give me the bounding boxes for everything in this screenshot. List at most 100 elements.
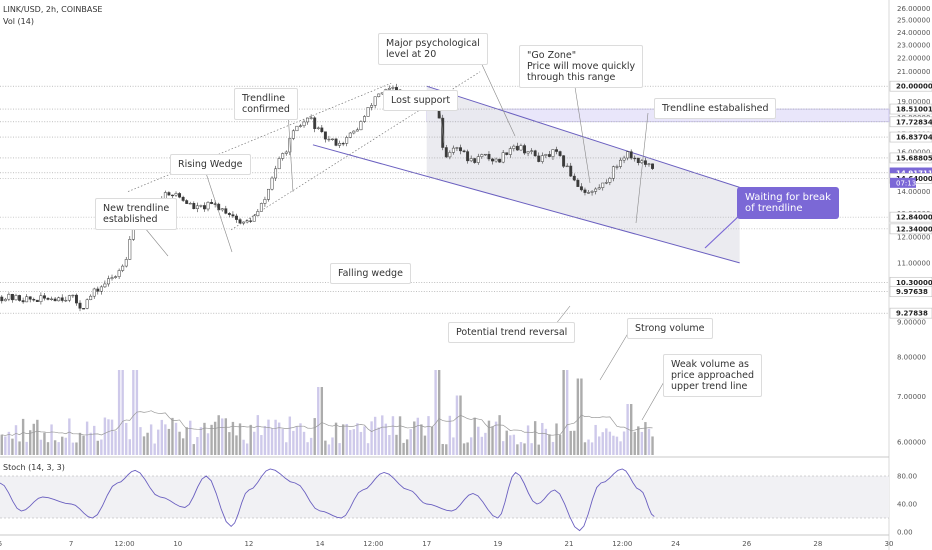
candle-body — [295, 125, 299, 132]
price-tick-label: 8.00000 — [897, 353, 926, 361]
candle-body — [75, 294, 78, 304]
volume-bar — [398, 416, 402, 455]
price-tick-label: 14.00000 — [897, 188, 930, 196]
price-tick-label: 9.00000 — [897, 319, 926, 327]
candle-body — [523, 145, 526, 154]
volume-bar — [224, 418, 228, 455]
volume-bar — [231, 421, 235, 455]
candle-body — [387, 87, 391, 90]
candle-body — [306, 117, 310, 123]
volume-bar — [288, 416, 292, 455]
time-tick-label: 12:00 — [363, 540, 383, 548]
volume-bar — [338, 443, 341, 455]
volume-bar — [533, 421, 537, 455]
volume-bar — [270, 428, 274, 455]
volume-bar — [46, 442, 50, 455]
candle-body — [480, 154, 484, 157]
volume-bar — [302, 431, 306, 455]
candle-body — [43, 295, 46, 299]
volume-bar — [110, 419, 114, 455]
level-label: 18.51001 — [896, 106, 932, 114]
candle-body — [519, 145, 523, 151]
candle-body — [263, 199, 267, 204]
level-label: 16.83704 — [896, 134, 932, 142]
candle-body — [203, 205, 206, 210]
candle-body — [0, 296, 4, 302]
candle-body — [206, 202, 210, 210]
volume-bar — [149, 424, 153, 455]
level-label-box — [889, 223, 932, 235]
candle-body — [35, 299, 39, 302]
candle-body — [537, 155, 541, 162]
level-label-box — [889, 116, 932, 128]
volume-bar — [445, 444, 448, 455]
volume-bar — [64, 437, 67, 455]
candle-body — [245, 220, 249, 223]
volume-bar — [537, 444, 540, 455]
volume-bar — [107, 419, 110, 455]
volume-bar — [469, 437, 473, 455]
candle-body — [291, 130, 295, 139]
candle-body — [238, 219, 242, 224]
candle-body — [252, 215, 256, 222]
candle-body — [526, 151, 530, 154]
annotation-strong-volume: Strong volume — [627, 318, 713, 339]
candle-body — [622, 157, 626, 161]
candle-body — [338, 142, 342, 146]
candle-body — [185, 200, 189, 204]
candle-body — [530, 150, 534, 152]
volume-bar — [245, 443, 249, 455]
candle-body — [235, 215, 238, 220]
volume-bar — [548, 434, 551, 455]
candle-body — [110, 277, 114, 279]
volume-bar — [498, 415, 501, 455]
volume-bar — [430, 426, 434, 455]
level-label: 15.68805 — [896, 154, 932, 162]
volume-bar — [370, 421, 373, 455]
volume-bar — [242, 439, 245, 455]
annotation-go-zone: "Go Zone" Price will move quickly throug… — [519, 45, 644, 88]
candle-body — [60, 297, 64, 301]
price-tick-label: 24.00000 — [897, 29, 930, 37]
candle-body — [569, 165, 573, 177]
annotation-leader-line — [599, 329, 631, 381]
volume-bar — [57, 442, 60, 455]
volume-bar — [622, 431, 626, 455]
candle-body — [46, 298, 50, 300]
annotation-new-trendline: New trendline established — [95, 198, 178, 230]
candle-body — [491, 158, 494, 162]
volume-bar — [473, 417, 476, 455]
volume-bar — [178, 431, 181, 455]
candle-body — [82, 308, 86, 310]
annotation-trendline-established: Trendline estabalished — [654, 98, 777, 119]
annotation-leader-line — [439, 109, 445, 144]
candle-body — [597, 187, 601, 190]
candle-body — [608, 177, 612, 183]
candle-body — [117, 270, 121, 277]
price-tick-label: 22.00000 — [897, 54, 930, 62]
candle-body — [174, 193, 178, 196]
level-label: 20.00000 — [896, 83, 932, 91]
level-label: 9.27838 — [896, 310, 928, 318]
level-label: 10.30000 — [896, 279, 932, 287]
candle-body — [124, 259, 128, 267]
candle-body — [512, 145, 516, 149]
volume-bar — [89, 432, 92, 455]
candle-body — [572, 175, 576, 181]
volume-bar — [96, 440, 99, 455]
symbol-title: LINK/USD, 2h, COINBASE — [3, 5, 103, 14]
volume-bar — [345, 423, 348, 455]
volume-bar — [494, 421, 498, 455]
volume-bar — [437, 370, 441, 455]
volume-bar — [93, 425, 96, 455]
annotation-leader-line — [204, 169, 233, 253]
candle-body — [363, 116, 366, 122]
countdown-box — [890, 177, 916, 188]
candle-body — [540, 155, 544, 162]
volume-bar — [181, 438, 185, 455]
stoch-tick-label: 40.00 — [897, 501, 917, 509]
volume-bar — [334, 422, 338, 455]
stoch-tick-label: 80.00 — [897, 473, 917, 481]
volume-bar — [85, 421, 89, 455]
volume-bar — [512, 434, 516, 455]
